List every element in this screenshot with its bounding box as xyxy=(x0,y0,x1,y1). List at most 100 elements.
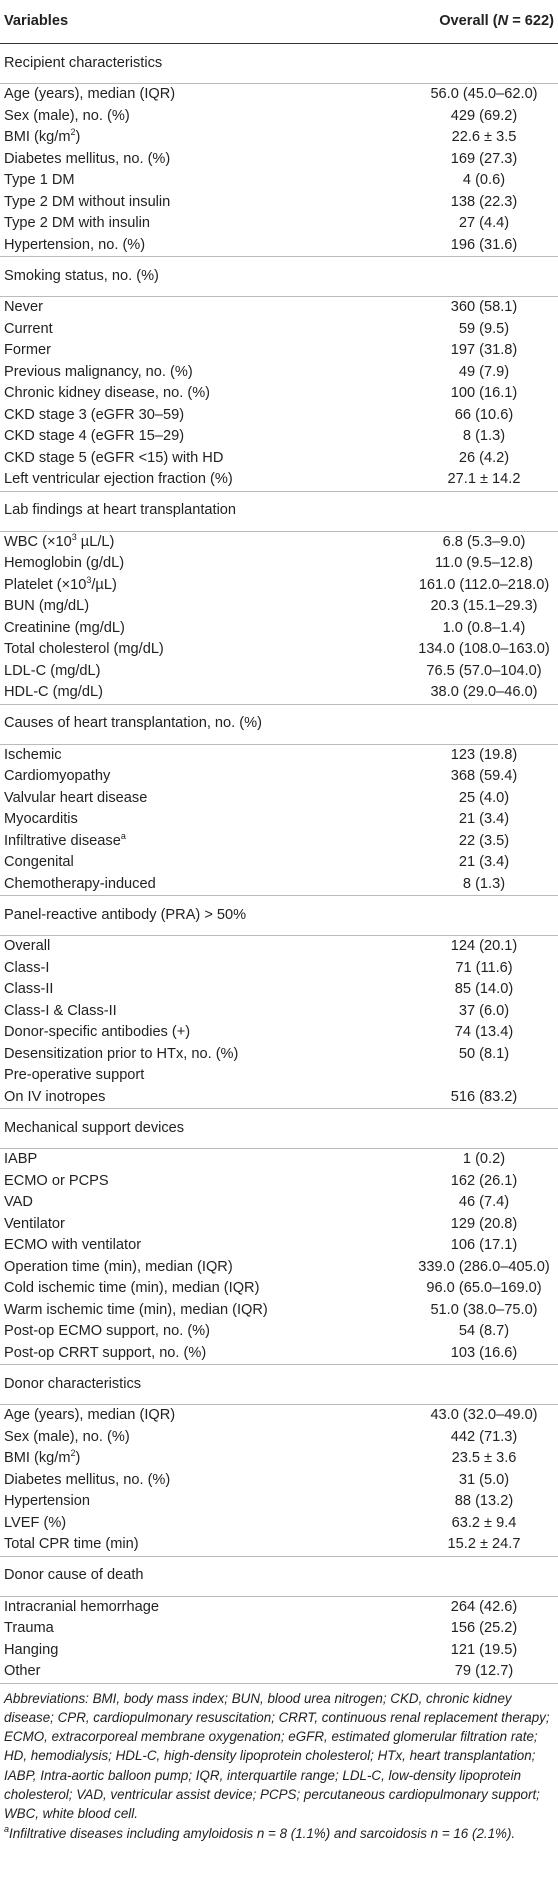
data-row: Donor-specific antibodies (+) 74 (13.4) xyxy=(0,1022,558,1044)
row-label: Cold ischemic time (min), median (IQR) xyxy=(4,1280,260,1296)
row-value: 106 (17.1) xyxy=(450,1237,518,1253)
data-row: Type 1 DM 4 (0.6) xyxy=(0,170,558,192)
data-row: Operation time (min), median (IQR) 339.0 … xyxy=(0,1257,558,1279)
data-row: IABP 1 (0.2) xyxy=(0,1149,558,1171)
row-value: 74 (13.4) xyxy=(454,1024,514,1040)
row-value: 161.0 (112.0–218.0) xyxy=(418,576,550,593)
row-label: Class-I xyxy=(4,959,50,976)
row-label: ECMO or PCPS xyxy=(4,1172,109,1189)
row-value: 37 (6.0) xyxy=(458,1002,510,1019)
row-value: 6.8 (5.3–9.0) xyxy=(442,533,526,550)
row-value: 27.1 ± 14.2 xyxy=(447,471,521,487)
table: Variables Overall (N = 622) Recipient ch… xyxy=(0,0,558,1684)
section-row: Recipient characteristics xyxy=(0,43,558,84)
data-row: WBC (×103 µL/L) 6.8 (5.3–9.0) xyxy=(0,531,558,553)
row-value: 26 (4.2) xyxy=(458,449,510,466)
data-row: Former 197 (31.8) xyxy=(0,340,558,362)
row-label: Type 2 DM with insulin xyxy=(4,215,150,231)
section-row: Donor characteristics xyxy=(0,1364,558,1405)
data-row: BUN (mg/dL) 20.3 (15.1–29.3) xyxy=(0,596,558,618)
row-label: CKD stage 3 (eGFR 30–59) xyxy=(4,406,185,423)
row-label: Valvular heart disease xyxy=(4,789,148,806)
row-value: 134.0 (108.0–163.0) xyxy=(418,641,550,657)
row-label: Total CPR time (min) xyxy=(4,1536,139,1552)
data-row: CKD stage 4 (eGFR 15–29) 8 (1.3) xyxy=(0,426,558,448)
row-label: Chronic kidney disease, no. (%) xyxy=(4,385,211,401)
row-label: Hemoglobin (g/dL) xyxy=(4,555,125,571)
data-row: CKD stage 5 (eGFR <15) with HD 26 (4.2) xyxy=(0,448,558,470)
row-label: Age (years), median (IQR) xyxy=(4,1407,176,1423)
data-row: Class-II 85 (14.0) xyxy=(0,979,558,1001)
row-label: Sex (male), no. (%) xyxy=(4,1428,130,1445)
row-value: 49 (7.9) xyxy=(458,363,510,380)
section-row: Causes of heart transplantation, no. (%) xyxy=(0,703,558,745)
row-label: Type 1 DM xyxy=(4,172,75,188)
section-row: Donor cause of death xyxy=(0,1555,558,1597)
data-row: ECMO or PCPS 162 (26.1) xyxy=(0,1171,558,1193)
text-part: ) xyxy=(75,1450,81,1466)
row-label: Other xyxy=(0,1661,410,1684)
row-value: 368 (59.4) xyxy=(450,768,518,784)
row-label: Overall xyxy=(4,938,51,954)
section-title: Recipient characteristics xyxy=(0,43,558,84)
data-row: Hanging 121 (19.5) xyxy=(0,1640,558,1662)
text-part: a xyxy=(120,830,126,841)
row-label: Diabetes mellitus, no. (%) xyxy=(4,150,171,167)
row-value: 51.0 (38.0–75.0) xyxy=(430,1301,538,1318)
text-part: 3 xyxy=(86,574,92,585)
row-label: Pre-operative support xyxy=(4,1067,145,1083)
text-part: Infiltrative diseases including amyloido… xyxy=(9,1825,516,1841)
row-label: Left ventricular ejection fraction (%) xyxy=(4,471,233,487)
row-label: Type 2 DM without insulin xyxy=(4,193,171,210)
row-label: ECMO with ventilator xyxy=(4,1237,142,1253)
data-row: Sex (male), no. (%) 442 (71.3) xyxy=(0,1427,558,1449)
row-value: 516 (83.2) xyxy=(450,1088,518,1105)
row-label: Operation time (min), median (IQR) xyxy=(4,1258,233,1275)
section-title: Donor characteristics xyxy=(0,1364,558,1405)
row-value: 25 (4.0) xyxy=(458,789,510,806)
data-row: Creatinine (mg/dL) 1.0 (0.8–1.4) xyxy=(0,618,558,640)
data-row: Total CPR time (min) 15.2 ± 24.7 xyxy=(0,1534,558,1556)
row-value: 88 (13.2) xyxy=(454,1493,514,1509)
data-row: Congenital 21 (3.4) xyxy=(0,852,558,874)
data-row: Hemoglobin (g/dL) 11.0 (9.5–12.8) xyxy=(0,553,558,575)
section-title: Causes of heart transplantation, no. (%) xyxy=(0,703,558,745)
section-row: Lab findings at heart transplantation xyxy=(0,490,558,532)
data-row: Post-op ECMO support, no. (%) 54 (8.7) xyxy=(0,1321,558,1343)
row-label: BMI (kg/m2) xyxy=(0,127,410,149)
data-row: Pre-operative support xyxy=(0,1065,558,1087)
row-value: 129 (20.8) xyxy=(450,1215,518,1232)
row-value: 50 (8.1) xyxy=(458,1045,510,1062)
row-value: 197 (31.8) xyxy=(450,342,518,358)
text-part: BMI (kg/m xyxy=(4,129,71,145)
data-row: Hypertension, no. (%) 196 (31.6) xyxy=(0,235,558,257)
data-row: Type 2 DM with insulin 27 (4.4) xyxy=(0,213,558,235)
section-title: Lab findings at heart transplantation xyxy=(0,490,558,532)
row-label: Ischemic xyxy=(4,746,62,763)
row-label: Myocarditis xyxy=(4,811,78,827)
section-title: Smoking status, no. (%) xyxy=(0,256,558,297)
section-title: Panel-reactive antibody (PRA) > 50% xyxy=(0,895,558,936)
row-value: 71 (11.6) xyxy=(455,959,513,976)
data-row: Total cholesterol (mg/dL) 134.0 (108.0–16… xyxy=(0,639,558,661)
row-value: 66 (10.6) xyxy=(454,406,514,423)
row-value: 11.0 (9.5–12.8) xyxy=(435,555,533,571)
data-row: Desensitization prior to HTx, no. (%) 50 … xyxy=(0,1044,558,1066)
row-label: On IV inotropes xyxy=(4,1088,106,1105)
row-label: Age (years), median (IQR) xyxy=(4,86,176,102)
row-value: 1 (0.2) xyxy=(462,1151,506,1167)
row-value: 1.0 (0.8–1.4) xyxy=(442,619,526,636)
row-label: Desensitization prior to HTx, no. (%) xyxy=(4,1045,239,1062)
row-label: VAD xyxy=(4,1194,33,1210)
row-label: BUN (mg/dL) xyxy=(4,598,90,614)
row-value: 442 (71.3) xyxy=(450,1428,518,1445)
row-value: 8 (1.3) xyxy=(462,428,506,444)
row-label: Hanging xyxy=(4,1641,59,1658)
data-row: CKD stage 3 (eGFR 30–59) 66 (10.6) xyxy=(0,405,558,427)
row-label: WBC (×103 µL/L) xyxy=(0,531,410,553)
text-part: BMI (kg/m xyxy=(4,1450,71,1466)
header-row: Variables Overall (N = 622) xyxy=(0,0,558,44)
data-row: Previous malignancy, no. (%) 49 (7.9) xyxy=(0,362,558,384)
row-value: 162 (26.1) xyxy=(450,1172,518,1189)
